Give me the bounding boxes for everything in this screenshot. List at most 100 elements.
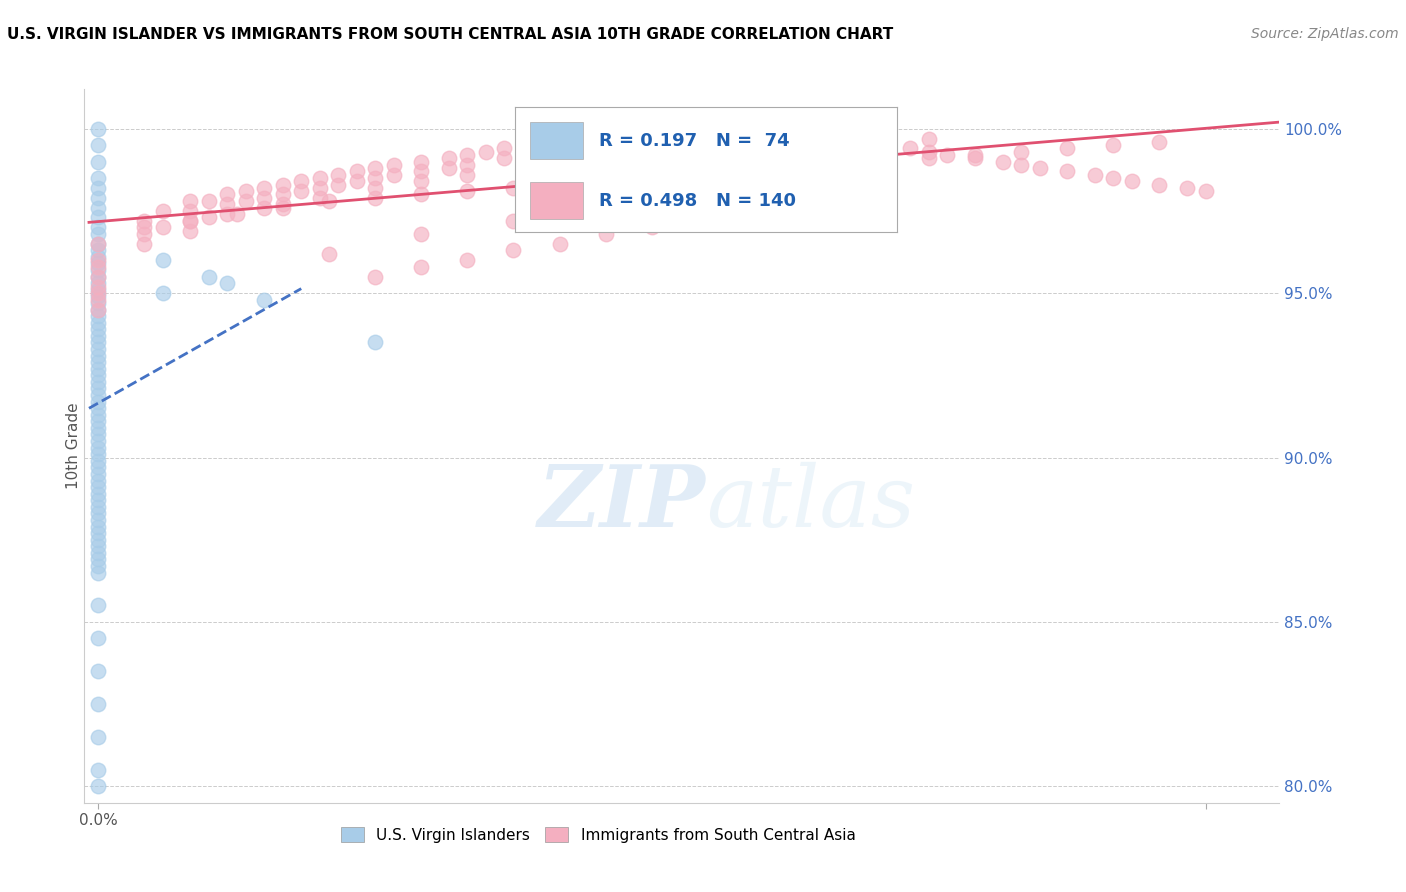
Point [87, 227, 110, 241]
Point [134, 236, 156, 251]
Point [179, 224, 201, 238]
Point [623, 135, 645, 149]
Point [686, 168, 709, 182]
Point [134, 213, 156, 227]
Point [1149, 178, 1171, 192]
Point [456, 148, 478, 162]
Point [364, 181, 387, 195]
Point [253, 293, 276, 307]
Point [475, 145, 498, 159]
Point [87, 730, 110, 744]
Point [87, 480, 110, 494]
Point [87, 763, 110, 777]
Point [595, 227, 617, 241]
Point [87, 260, 110, 274]
Point [87, 316, 110, 330]
Point [530, 148, 553, 162]
Point [87, 220, 110, 235]
Point [1010, 145, 1032, 159]
Point [217, 277, 239, 291]
Point [918, 145, 941, 159]
Point [1028, 161, 1050, 175]
Y-axis label: 10th Grade: 10th Grade [66, 402, 80, 490]
Point [87, 181, 110, 195]
Point [87, 361, 110, 376]
Point [87, 427, 110, 442]
Point [87, 335, 110, 350]
Point [733, 145, 755, 159]
Point [235, 194, 257, 208]
Point [308, 171, 330, 186]
Point [87, 244, 110, 258]
Point [87, 474, 110, 488]
Point [318, 246, 340, 260]
Point [872, 154, 894, 169]
Point [87, 493, 110, 508]
Point [87, 533, 110, 547]
Point [87, 349, 110, 363]
Point [87, 279, 110, 293]
Text: U.S. VIRGIN ISLANDER VS IMMIGRANTS FROM SOUTH CENTRAL ASIA 10TH GRADE CORRELATIO: U.S. VIRGIN ISLANDER VS IMMIGRANTS FROM … [7, 27, 893, 42]
Point [872, 138, 894, 153]
Point [825, 158, 848, 172]
Point [87, 293, 110, 307]
Point [437, 151, 460, 165]
Point [87, 447, 110, 461]
Point [456, 158, 478, 172]
Point [87, 375, 110, 389]
Point [1121, 174, 1143, 188]
Point [87, 191, 110, 205]
Point [134, 220, 156, 235]
Point [87, 513, 110, 527]
Point [198, 211, 221, 225]
Point [411, 164, 433, 178]
Point [87, 486, 110, 500]
Point [253, 191, 276, 205]
Point [87, 381, 110, 395]
Point [87, 546, 110, 560]
Point [87, 519, 110, 533]
Point [87, 171, 110, 186]
Point [87, 263, 110, 277]
Point [87, 632, 110, 646]
Point [87, 401, 110, 416]
Point [87, 289, 110, 303]
Point [87, 121, 110, 136]
Point [963, 151, 986, 165]
Point [87, 368, 110, 383]
Point [87, 322, 110, 336]
Point [271, 201, 294, 215]
Point [87, 250, 110, 264]
Point [87, 539, 110, 553]
Point [87, 256, 110, 270]
Point [1056, 141, 1078, 155]
Point [1149, 135, 1171, 149]
Point [1102, 171, 1125, 186]
Point [253, 181, 276, 195]
Point [87, 467, 110, 481]
Point [87, 342, 110, 356]
Point [87, 236, 110, 251]
Point [87, 454, 110, 468]
Point [87, 201, 110, 215]
Point [198, 194, 221, 208]
Point [152, 203, 174, 218]
Point [641, 151, 664, 165]
Point [595, 154, 617, 169]
Point [733, 135, 755, 149]
Point [548, 154, 571, 169]
Point [318, 194, 340, 208]
Point [225, 207, 247, 221]
Point [87, 269, 110, 284]
Point [530, 138, 553, 153]
Point [364, 191, 387, 205]
Point [87, 253, 110, 268]
Point [844, 135, 866, 149]
Point [733, 164, 755, 178]
Point [779, 161, 801, 175]
Point [641, 131, 664, 145]
Point [548, 178, 571, 192]
Point [411, 260, 433, 274]
Point [152, 253, 174, 268]
Point [641, 220, 664, 235]
